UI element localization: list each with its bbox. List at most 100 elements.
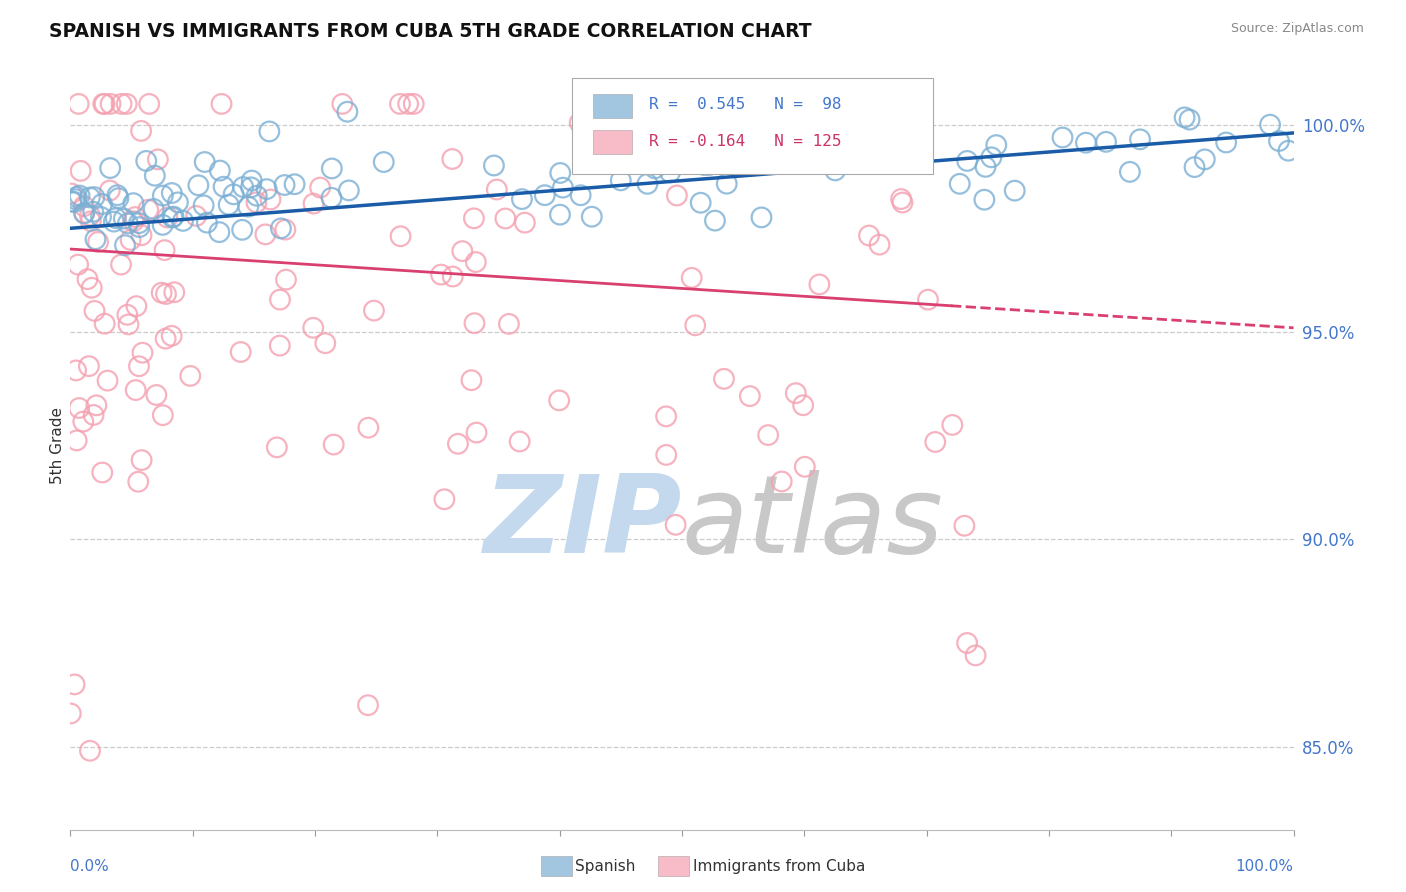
Point <box>655 448 678 462</box>
Point <box>869 237 891 252</box>
Point <box>167 195 190 210</box>
Point <box>103 214 125 228</box>
Point <box>482 159 505 173</box>
Point <box>152 218 174 232</box>
Point <box>548 166 571 180</box>
Point <box>986 138 1008 153</box>
Point <box>59 706 82 721</box>
Point <box>259 193 281 207</box>
Point <box>240 173 263 187</box>
Point <box>131 228 153 243</box>
Point <box>86 398 108 412</box>
Point <box>65 363 87 377</box>
Point <box>187 178 209 193</box>
Point <box>96 374 118 388</box>
Point <box>465 425 488 440</box>
Point <box>138 96 160 111</box>
Point <box>302 196 325 211</box>
Point <box>793 459 815 474</box>
Point <box>172 214 194 228</box>
Point <box>222 187 245 202</box>
Text: ZIP: ZIP <box>484 470 682 575</box>
Point <box>1258 118 1281 132</box>
Point <box>254 227 277 242</box>
Point <box>309 180 332 194</box>
Point <box>67 401 90 415</box>
Point <box>548 393 571 408</box>
Point <box>973 193 995 207</box>
Point <box>83 408 105 422</box>
Point <box>1129 132 1152 146</box>
Point <box>63 677 86 691</box>
Point <box>1184 160 1206 174</box>
Point <box>84 232 107 246</box>
Point <box>336 104 359 119</box>
Text: Source: ZipAtlas.com: Source: ZipAtlas.com <box>1230 22 1364 36</box>
Point <box>155 332 177 346</box>
Point <box>681 270 703 285</box>
Point <box>245 195 267 210</box>
Point <box>80 214 103 228</box>
Point <box>195 216 218 230</box>
Point <box>858 228 880 243</box>
Point <box>110 96 132 111</box>
Point <box>63 194 86 209</box>
Point <box>100 96 122 111</box>
Point <box>460 373 482 387</box>
Point <box>357 420 380 434</box>
Point <box>463 316 485 330</box>
Point <box>90 210 112 224</box>
Point <box>87 235 110 249</box>
Point <box>125 299 148 313</box>
Point <box>890 192 912 206</box>
Point <box>117 318 139 332</box>
Point <box>122 214 145 228</box>
Text: R = -0.164   N = 125: R = -0.164 N = 125 <box>650 134 841 149</box>
Point <box>956 153 979 168</box>
Point <box>73 199 96 213</box>
Point <box>163 285 186 300</box>
Point <box>67 96 90 111</box>
Point <box>402 96 425 111</box>
Point <box>66 190 89 204</box>
Point <box>785 386 807 401</box>
Point <box>229 345 252 359</box>
Point <box>509 434 531 449</box>
Point <box>824 163 846 178</box>
Point <box>636 177 658 191</box>
Point <box>891 195 914 210</box>
Point <box>65 192 87 206</box>
Point <box>98 161 121 175</box>
Point <box>93 317 115 331</box>
Point <box>953 518 976 533</box>
Point <box>131 345 153 359</box>
Point <box>240 180 263 194</box>
Point <box>269 338 291 352</box>
Point <box>1119 165 1142 179</box>
Point <box>91 197 114 211</box>
Point <box>238 200 260 214</box>
Point <box>498 317 520 331</box>
Point <box>122 196 145 211</box>
Point <box>79 190 101 204</box>
Point <box>115 96 138 111</box>
Point <box>76 272 98 286</box>
Point <box>1268 134 1291 148</box>
Point <box>1215 136 1237 150</box>
Point <box>485 182 508 196</box>
Point <box>655 409 678 424</box>
Point <box>1178 112 1201 127</box>
Point <box>93 96 115 111</box>
Point <box>284 178 307 192</box>
Point <box>160 186 183 200</box>
Point <box>441 269 464 284</box>
Point <box>447 437 470 451</box>
Point <box>956 636 979 650</box>
Point <box>441 152 464 166</box>
Text: SPANISH VS IMMIGRANTS FROM CUBA 5TH GRADE CORRELATION CHART: SPANISH VS IMMIGRANTS FROM CUBA 5TH GRAD… <box>49 22 811 41</box>
Point <box>124 210 146 224</box>
Point <box>156 211 179 225</box>
Point <box>60 194 83 209</box>
Text: R =  0.545   N =  98: R = 0.545 N = 98 <box>650 97 841 112</box>
Point <box>1074 136 1097 150</box>
